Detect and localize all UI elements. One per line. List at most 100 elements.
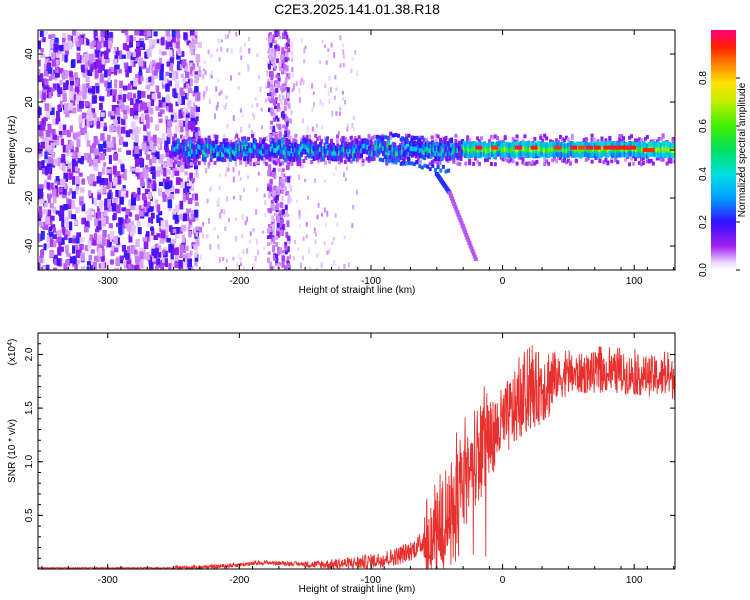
spectrogram-cell (626, 147, 630, 153)
spectrogram-cell (47, 62, 52, 69)
spectrogram-cell (263, 152, 267, 158)
spectrogram-cell (165, 71, 170, 76)
spectrogram-cell (608, 145, 613, 150)
spectrogram-cell (216, 200, 219, 205)
spectrogram-cell (476, 141, 480, 148)
spectrogram-cell (317, 202, 320, 208)
spectrogram-cell (199, 254, 202, 261)
spectrogram-cell (320, 139, 324, 144)
spectrogram-cell (178, 213, 183, 220)
spectrogram-cell (62, 144, 66, 153)
spectrogram-cell (383, 154, 387, 159)
spectrogram-cell (468, 158, 472, 163)
spectrogram-cell (119, 226, 123, 236)
spectrogram-cell (451, 149, 455, 155)
spectrogram-cell (258, 141, 262, 146)
spectrogram-cell (292, 55, 295, 60)
spectrogram-cell (669, 143, 673, 150)
spectrogram-cell (162, 250, 168, 258)
spectrogram-cell (347, 151, 351, 157)
spectrogram-cell (431, 163, 435, 168)
spectrogram-cell (493, 162, 497, 167)
spectrogram-cell (49, 231, 54, 237)
spectrogram-cell (77, 85, 83, 91)
spectrogram-cell (257, 148, 261, 154)
spectrogram-cell (52, 206, 57, 214)
spectrogram-cell (103, 162, 107, 167)
spectrogram-cell (342, 152, 346, 158)
spectrogram-cell (420, 152, 424, 158)
spectrogram-cell (178, 120, 184, 127)
spectrogram-cell (121, 30, 126, 34)
spectrogram-cell (78, 90, 82, 96)
spectrogram-cell (47, 87, 52, 96)
spectrogram-cell (326, 136, 330, 141)
spectrogram-cell (355, 143, 359, 149)
spectrogram-cell (443, 144, 447, 150)
spectrogram-cell (386, 159, 390, 164)
spectrogram-cell (187, 151, 191, 157)
spectrogram-cell (38, 262, 41, 270)
spectrogram-cell (454, 133, 458, 138)
spectrogram-cell (467, 240, 472, 245)
spectrogram-cell (254, 161, 258, 166)
spectrogram-cell (386, 143, 390, 149)
spectrogram-cell (375, 138, 379, 145)
spectrogram-cell (268, 224, 272, 228)
spectrogram-cell (268, 71, 272, 78)
spectrogram-cell (178, 154, 182, 160)
spectrogram-cell (314, 150, 318, 156)
spectrogram-cell (585, 147, 589, 153)
spectrogram-cell (147, 212, 151, 218)
spectrogram-cell (480, 151, 484, 157)
spectrogram-cell (144, 188, 150, 195)
spectrogram-cell (375, 148, 379, 154)
spectrogram-cell (187, 146, 191, 153)
spectrogram-cell (115, 237, 120, 245)
spectrogram-cell (361, 138, 365, 145)
spectrogram-cell (164, 189, 170, 195)
spectrogram-cell (218, 257, 221, 263)
spectrogram-cell (67, 166, 72, 173)
spectrogram-cell (235, 140, 239, 145)
spectrogram-cell (497, 151, 501, 157)
spectrogram-cell (273, 158, 277, 163)
spectrogram-cell (663, 152, 667, 158)
spectrogram-cell (86, 39, 90, 46)
spectrogram-cell (415, 141, 419, 148)
spectrogram-cell (647, 152, 651, 158)
spectrogram-cell (307, 153, 311, 159)
spectrogram-cell (40, 230, 45, 240)
spectrogram-cell (435, 147, 439, 153)
spectrogram-cell (183, 156, 187, 162)
spectrogram-cell (355, 71, 358, 77)
colorbar: 0.00.20.40.60.8 Normalized spectral ampl… (698, 30, 748, 277)
spectrogram-cell (210, 53, 213, 58)
spectrogram-cell (630, 151, 634, 157)
spectrogram-cell (144, 174, 149, 179)
spectrogram-cell (41, 266, 46, 270)
spectrogram-cell (229, 139, 233, 144)
x-tick-label: -100 (361, 575, 381, 586)
spectrogram-cell (93, 233, 98, 241)
spectrogram-cell (671, 148, 675, 154)
spectrogram-cell (616, 160, 620, 165)
spectrogram-cell (65, 244, 69, 251)
spectrogram-cell (290, 185, 293, 192)
spectrogram-cell (473, 151, 477, 157)
spectrogram-cell (487, 139, 491, 144)
spectrogram-cell (558, 152, 562, 158)
spectrogram-cell (267, 185, 271, 191)
spectrogram-cell (267, 63, 271, 70)
spectrogram-cell (59, 161, 64, 171)
spectrogram-cell (528, 141, 532, 148)
spectrogram-cell (246, 175, 249, 179)
spectrogram-cell (281, 195, 284, 202)
spectrogram-cell (190, 117, 196, 122)
spectrogram-cell (280, 67, 284, 72)
spectrogram-cell (484, 148, 488, 154)
spectrogram-cell (626, 152, 630, 158)
spectrogram-cell (70, 146, 74, 153)
spectrogram-cell (79, 200, 84, 206)
spectrogram-cell (349, 159, 353, 164)
